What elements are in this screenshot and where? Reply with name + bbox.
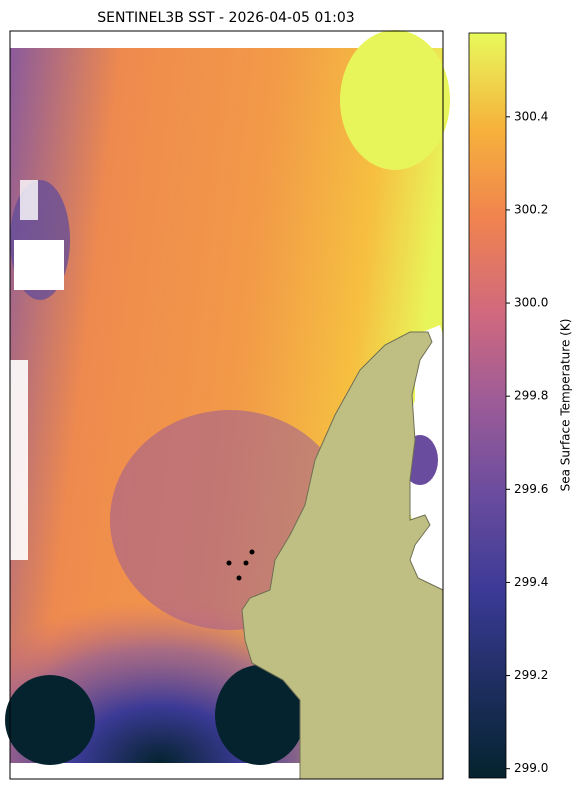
y-tick-label: 299.2 (514, 668, 548, 682)
colorbar-label: Sea Surface Temperature (K) (559, 319, 573, 492)
y-tick-label: 299.4 (514, 575, 548, 589)
chart-title: SENTINEL3B SST - 2026-04-05 01:03 (97, 10, 354, 26)
colorbar-frame (468, 32, 507, 779)
map (5, 30, 450, 780)
colorbar (469, 33, 506, 778)
y-tick-label: 300.4 (514, 109, 548, 123)
y-tick-label: 300.0 (514, 296, 548, 310)
y-tick-label: 299.6 (514, 482, 548, 496)
y-tick-label: 299.0 (514, 761, 548, 775)
y-tick-label: 300.2 (514, 202, 548, 216)
y-tick-label: 299.8 (514, 389, 548, 403)
